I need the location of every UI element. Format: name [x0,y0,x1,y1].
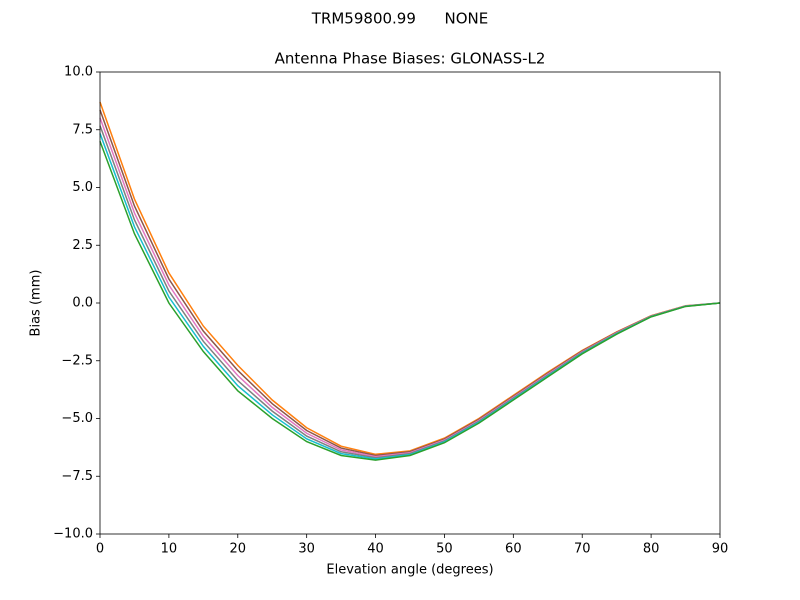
y-tick-label: 10.0 [64,65,93,80]
x-tick-label: 10 [161,542,178,557]
x-tick-label: 50 [436,542,453,557]
series-line [99,133,721,460]
chart-suptitle: TRM59800.99 NONE [311,10,488,28]
y-tick-label: 7.5 [72,122,93,137]
series-line [99,141,721,461]
y-axis-label: Bias (mm) [29,270,44,337]
y-tick-label: 5.0 [72,180,93,195]
plot-frame [99,71,721,535]
y-tick-label: 0.0 [72,296,93,311]
series-line [99,117,721,458]
x-tick-label: 30 [298,542,315,557]
x-tick-label: 40 [367,542,384,557]
series-line [99,109,721,457]
y-tick-label: −2.5 [61,353,93,368]
x-tick-label: 60 [505,542,522,557]
y-tick-label: −7.5 [61,469,93,484]
y-tick-label: 2.5 [72,238,93,253]
series-line [99,101,721,456]
x-tick-label: 90 [712,542,729,557]
series-line [99,125,721,459]
x-tick-label: 80 [643,542,660,557]
x-axis-label: Elevation angle (degrees) [326,563,493,578]
y-tick-label: −5.0 [61,411,93,426]
x-tick-label: 0 [96,542,104,557]
chart-title: Antenna Phase Biases: GLONASS-L2 [275,50,546,68]
x-tick-label: 20 [230,542,247,557]
x-tick-label: 70 [574,542,591,557]
y-tick-label: −10.0 [53,527,93,542]
